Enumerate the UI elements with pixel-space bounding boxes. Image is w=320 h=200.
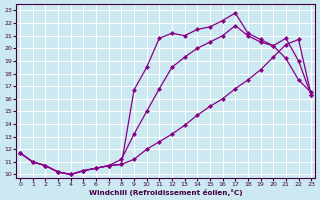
X-axis label: Windchill (Refroidissement éolien,°C): Windchill (Refroidissement éolien,°C) <box>89 189 243 196</box>
